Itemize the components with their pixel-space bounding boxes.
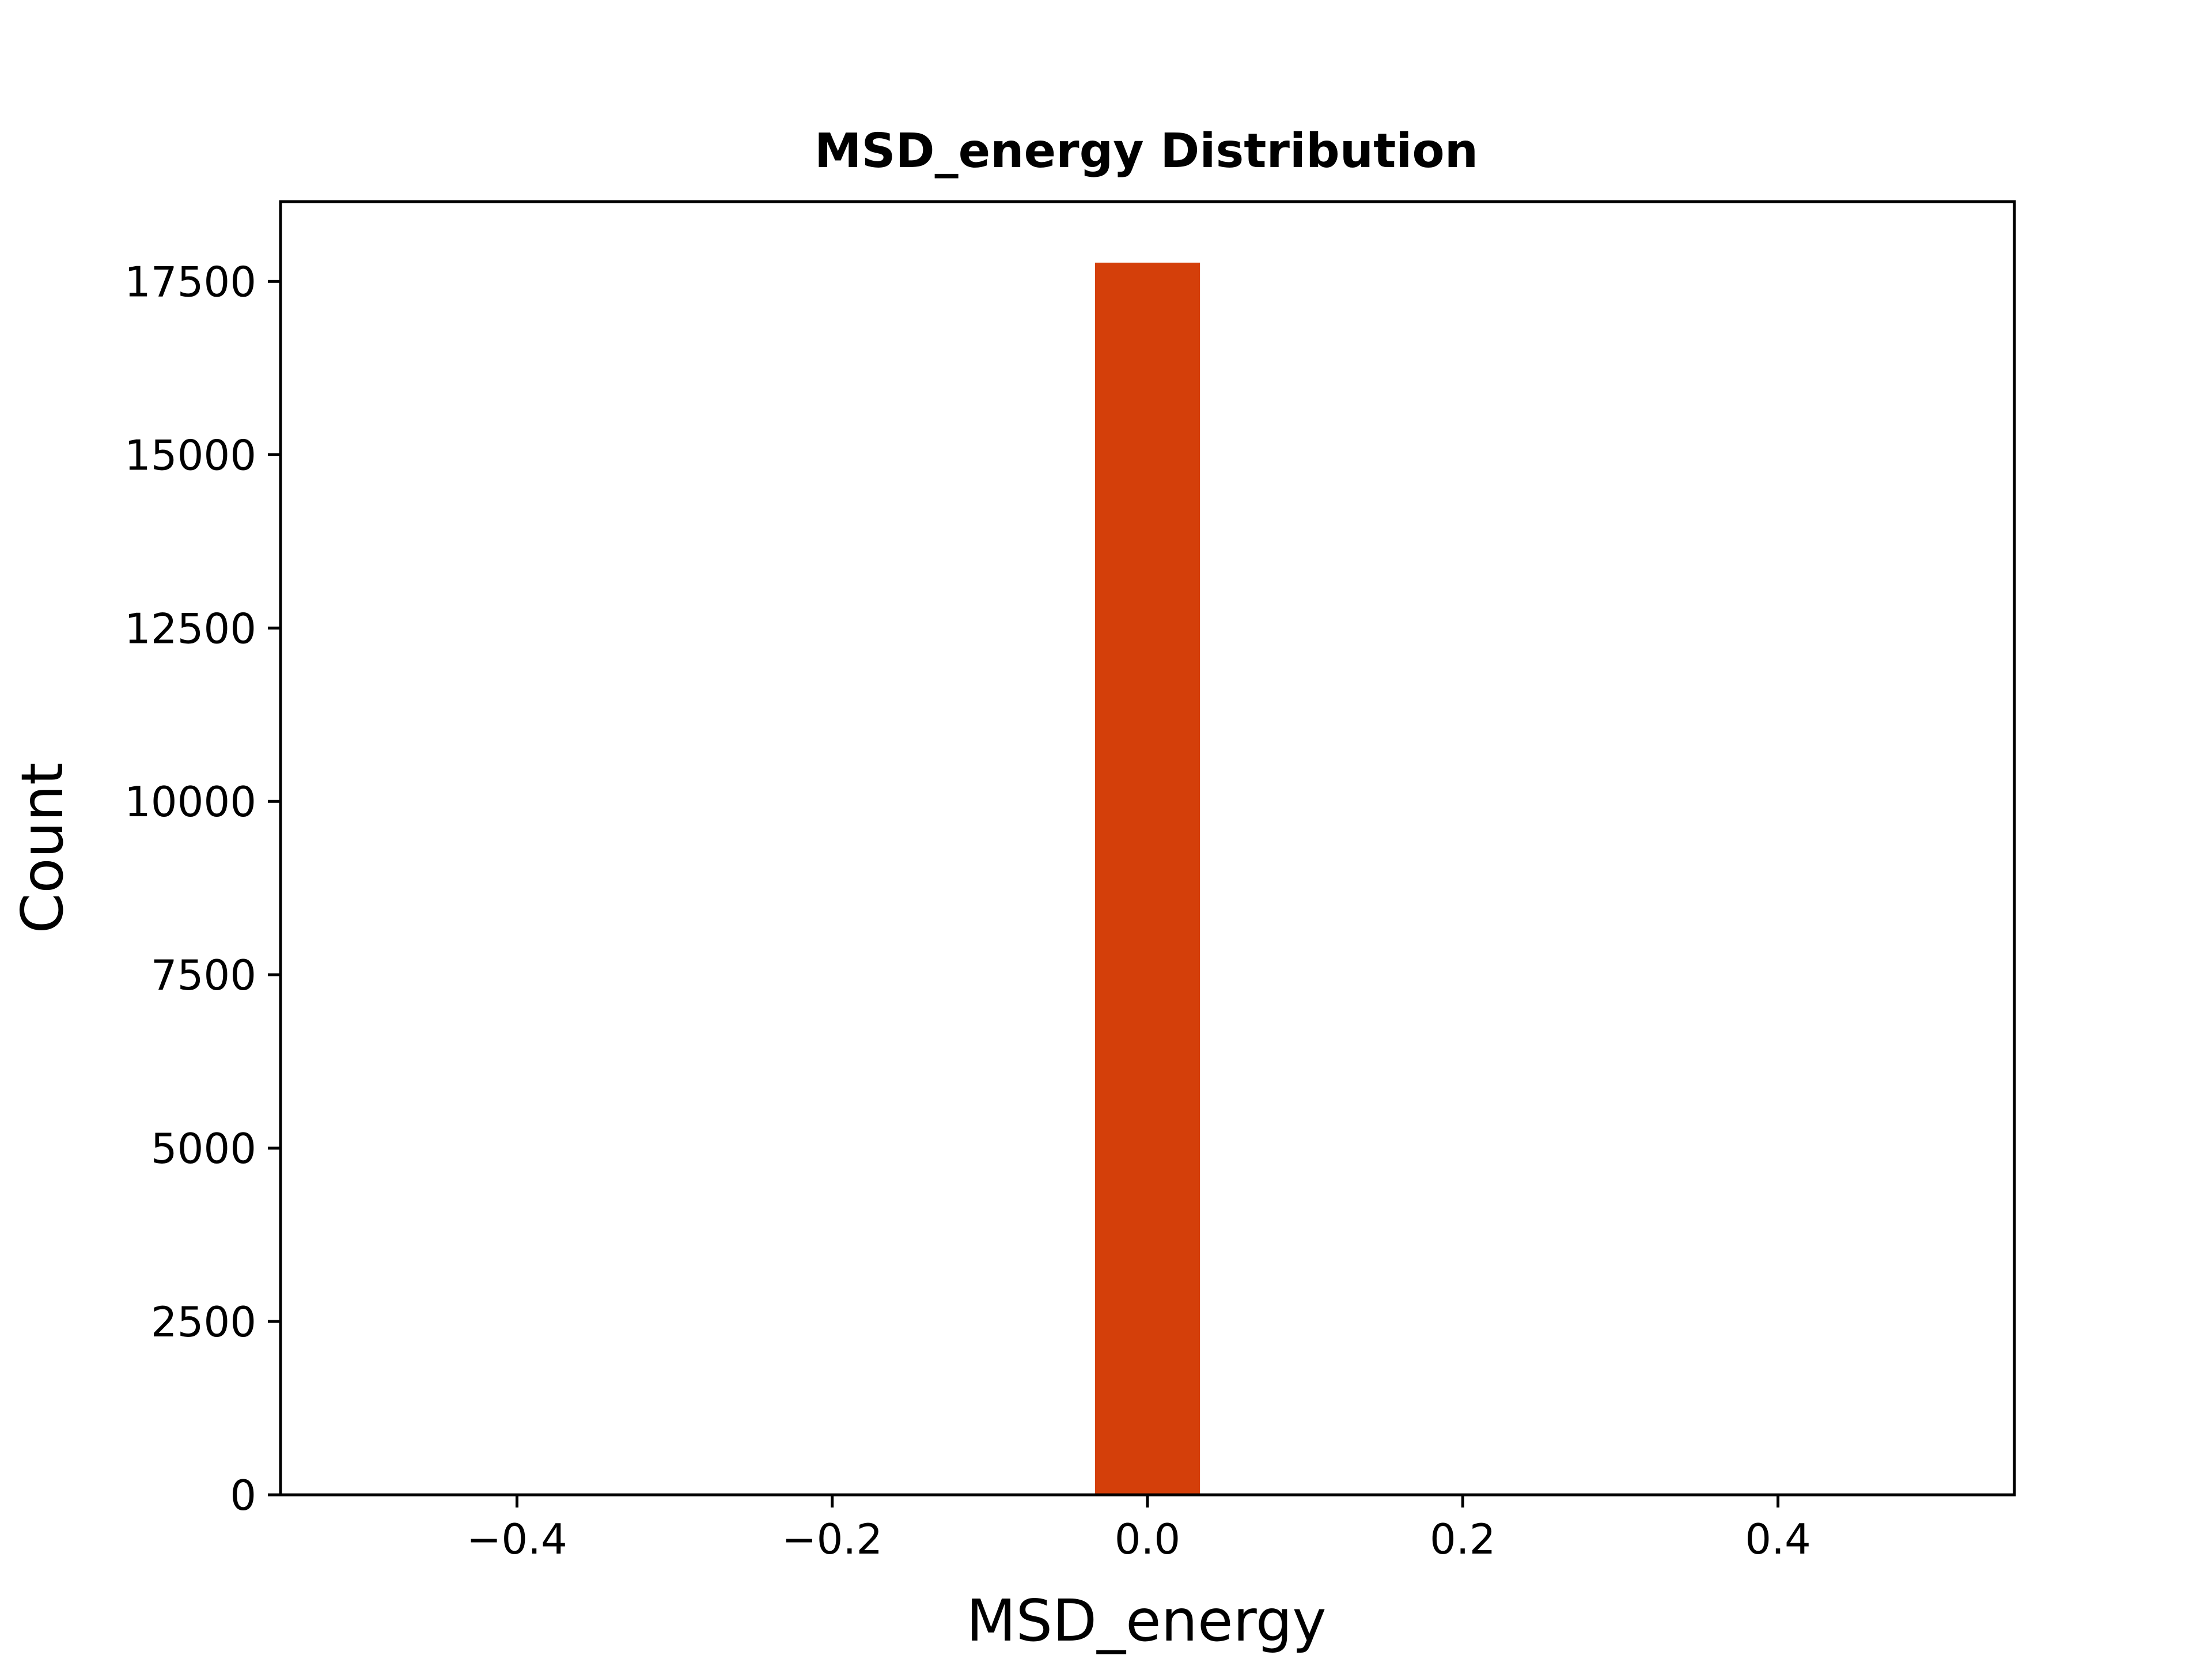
y-tick-label: 15000 [124,431,256,479]
x-tick-label: −0.4 [467,1515,567,1563]
x-tick-label: 0.4 [1745,1515,1811,1563]
y-tick-label: 0 [230,1471,256,1520]
bar-0 [1094,262,1200,1495]
x-axis-label: MSD_energy [966,1587,1326,1654]
bars-group [1094,262,1200,1495]
y-tick-label: 2500 [151,1298,256,1346]
y-axis-ticks: 0 2500 5000 7500 10000 12500 15000 17500 [124,257,281,1520]
chart-title: MSD_energy Distribution [815,124,1478,179]
y-tick-label: 12500 [124,604,256,653]
x-tick-label: 0.2 [1430,1515,1496,1563]
x-tick-label: 0.0 [1115,1515,1181,1563]
x-axis-ticks: −0.4 −0.2 0.0 0.2 0.4 [467,1495,1811,1563]
y-tick-label: 10000 [124,778,256,826]
x-tick-label: −0.2 [782,1515,882,1563]
y-tick-label: 17500 [124,257,256,306]
y-tick-label: 5000 [151,1124,256,1173]
y-axis-label: Count [9,763,76,934]
y-tick-label: 7500 [151,951,256,999]
